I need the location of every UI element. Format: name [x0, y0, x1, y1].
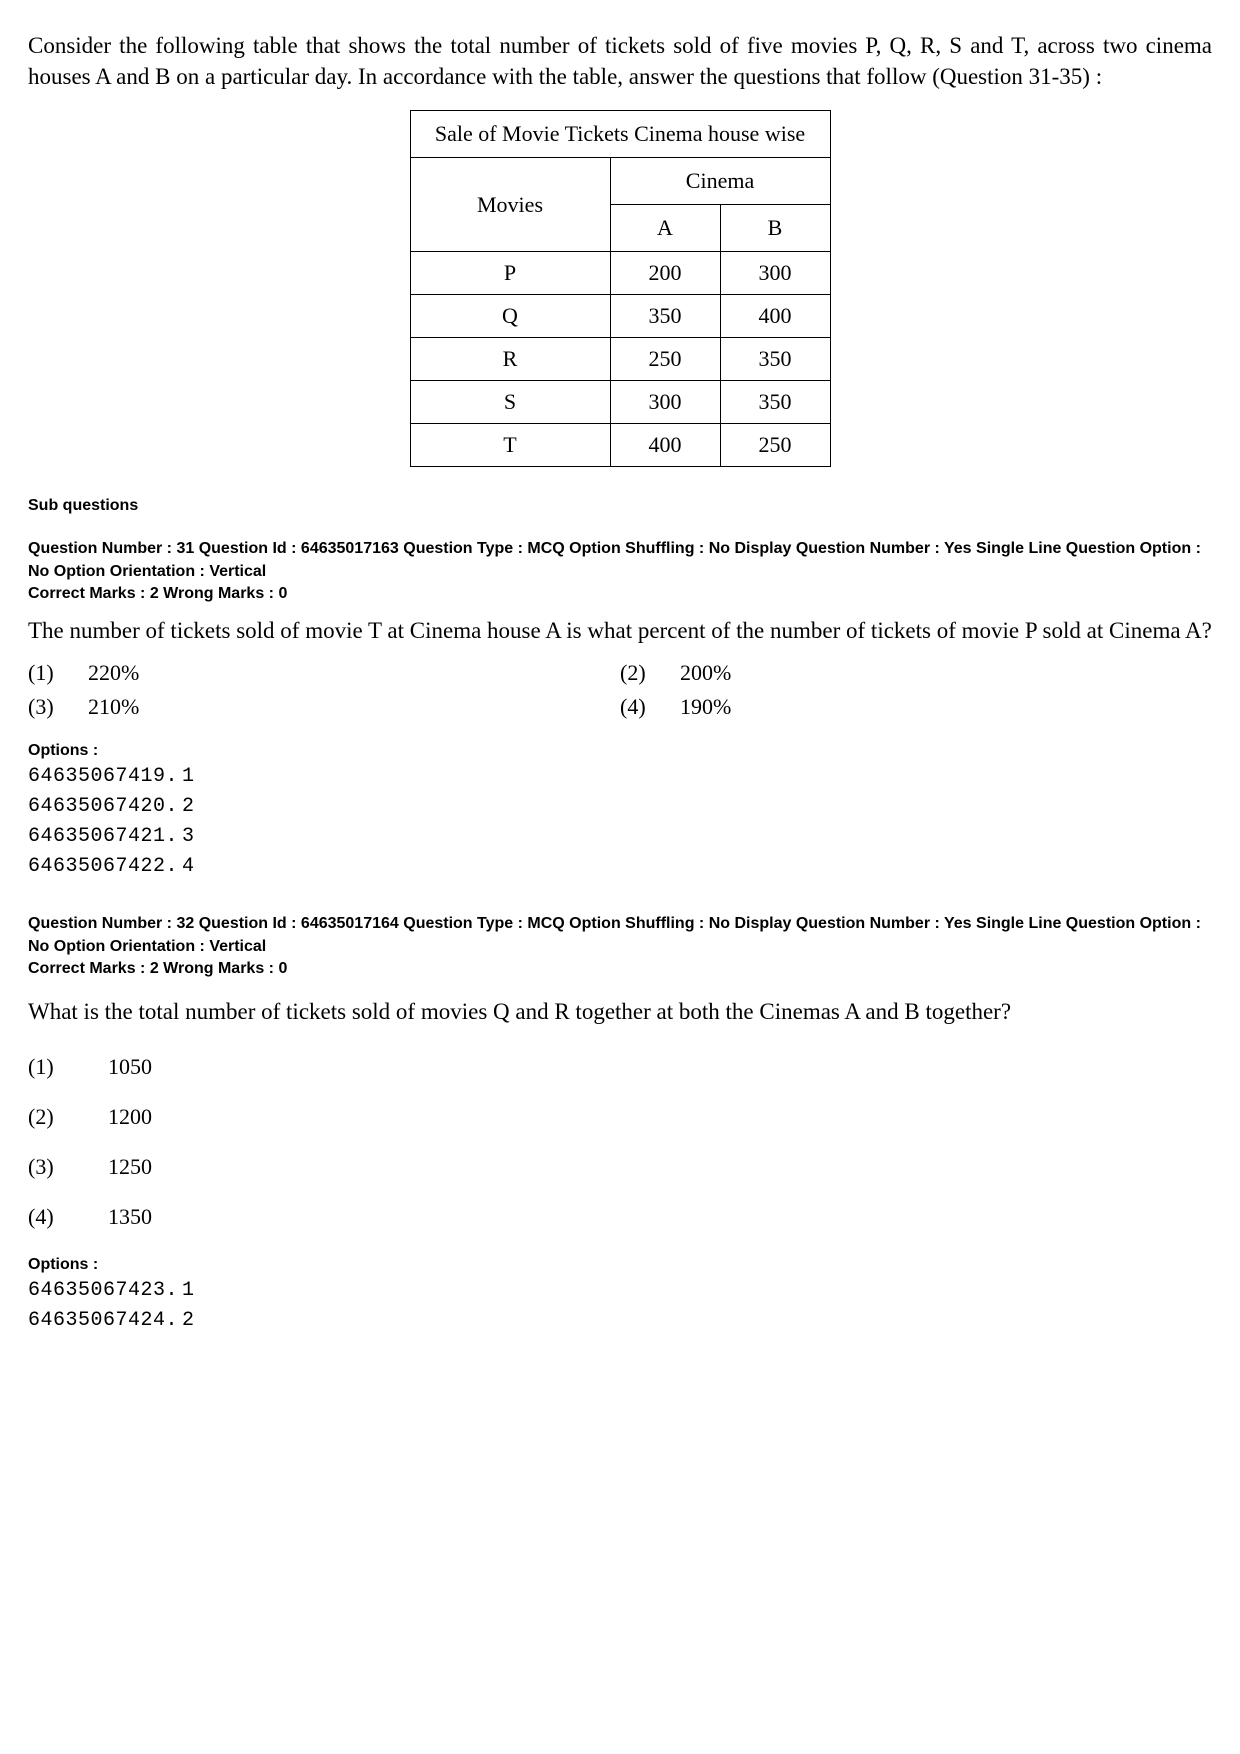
- table-row-header: Movies: [410, 158, 610, 252]
- cell-movie: R: [410, 338, 610, 381]
- table-group-header: Cinema: [610, 158, 830, 205]
- question-meta: Question Number : 31 Question Id : 64635…: [28, 537, 1212, 583]
- cell-a: 200: [610, 252, 720, 295]
- option-id-row: 64635067420. 2: [28, 792, 1212, 822]
- question-meta: Question Number : 32 Question Id : 64635…: [28, 912, 1212, 958]
- option-id-row: 64635067419. 1: [28, 762, 1212, 792]
- table-row: P 200 300: [410, 252, 830, 295]
- question-block-32: Question Number : 32 Question Id : 64635…: [28, 912, 1212, 1336]
- option-seq: 1: [182, 762, 194, 792]
- question-marks: Correct Marks : 2 Wrong Marks : 0: [28, 585, 1212, 603]
- option-number: (2): [620, 660, 680, 686]
- option-value: 1200: [108, 1104, 152, 1130]
- cell-a: 250: [610, 338, 720, 381]
- option-number: (3): [28, 1154, 108, 1180]
- option-value: 1250: [108, 1154, 152, 1180]
- question-text: The number of tickets sold of movie T at…: [28, 615, 1212, 647]
- option-4: (4) 1350: [28, 1192, 1212, 1242]
- table-title: Sale of Movie Tickets Cinema house wise: [410, 111, 830, 158]
- option-3: (3) 1250: [28, 1142, 1212, 1192]
- cell-a: 400: [610, 424, 720, 467]
- option-1: (1) 220%: [28, 656, 620, 690]
- option-id: 64635067420.: [28, 792, 178, 822]
- table-col-b: B: [720, 205, 830, 252]
- option-3: (3) 210%: [28, 690, 620, 724]
- cell-movie: P: [410, 252, 610, 295]
- option-4: (4) 190%: [620, 690, 1212, 724]
- option-id-list: 64635067423. 1 64635067424. 2: [28, 1276, 1212, 1336]
- sub-questions-label: Sub questions: [28, 497, 1212, 515]
- options-heading: Options :: [28, 1256, 1212, 1274]
- option-seq: 4: [182, 852, 194, 882]
- option-id-row: 64635067422. 4: [28, 852, 1212, 882]
- table-row: T 400 250: [410, 424, 830, 467]
- cell-b: 250: [720, 424, 830, 467]
- cell-b: 300: [720, 252, 830, 295]
- option-value: 220%: [88, 660, 139, 686]
- option-id: 64635067424.: [28, 1306, 178, 1336]
- cell-movie: S: [410, 381, 610, 424]
- option-number: (1): [28, 1054, 108, 1080]
- options-heading: Options :: [28, 742, 1212, 760]
- option-id-list: 64635067419. 1 64635067420. 2 6463506742…: [28, 762, 1212, 882]
- option-value: 200%: [680, 660, 731, 686]
- cell-a: 350: [610, 295, 720, 338]
- table-row: Q 350 400: [410, 295, 830, 338]
- option-1: (1) 1050: [28, 1042, 1212, 1092]
- option-value: 1050: [108, 1054, 152, 1080]
- option-id-row: 64635067424. 2: [28, 1306, 1212, 1336]
- answer-options: (1) 1050 (2) 1200 (3) 1250 (4) 1350: [28, 1042, 1212, 1242]
- option-number: (3): [28, 694, 88, 720]
- option-id: 64635067421.: [28, 822, 178, 852]
- question-marks: Correct Marks : 2 Wrong Marks : 0: [28, 960, 1212, 978]
- option-id-row: 64635067421. 3: [28, 822, 1212, 852]
- option-seq: 3: [182, 822, 194, 852]
- table-col-a: A: [610, 205, 720, 252]
- option-number: (4): [620, 694, 680, 720]
- answer-options: (1) 220% (2) 200% (3) 210% (4) 190%: [28, 656, 1212, 724]
- option-id: 64635067419.: [28, 762, 178, 792]
- cell-movie: T: [410, 424, 610, 467]
- option-seq: 2: [182, 792, 194, 822]
- option-value: 1350: [108, 1204, 152, 1230]
- option-value: 210%: [88, 694, 139, 720]
- cell-a: 300: [610, 381, 720, 424]
- table-row: R 250 350: [410, 338, 830, 381]
- tickets-table: Sale of Movie Tickets Cinema house wise …: [410, 110, 831, 467]
- option-id-row: 64635067423. 1: [28, 1276, 1212, 1306]
- option-value: 190%: [680, 694, 731, 720]
- cell-movie: Q: [410, 295, 610, 338]
- option-2: (2) 200%: [620, 656, 1212, 690]
- question-block-31: Question Number : 31 Question Id : 64635…: [28, 537, 1212, 882]
- option-2: (2) 1200: [28, 1092, 1212, 1142]
- option-id: 64635067423.: [28, 1276, 178, 1306]
- option-id: 64635067422.: [28, 852, 178, 882]
- cell-b: 400: [720, 295, 830, 338]
- cell-b: 350: [720, 338, 830, 381]
- option-seq: 2: [182, 1306, 194, 1336]
- option-number: (1): [28, 660, 88, 686]
- cell-b: 350: [720, 381, 830, 424]
- option-number: (2): [28, 1104, 108, 1130]
- passage-intro: Consider the following table that shows …: [28, 30, 1212, 92]
- option-number: (4): [28, 1204, 108, 1230]
- option-seq: 1: [182, 1276, 194, 1306]
- question-text: What is the total number of tickets sold…: [28, 990, 1212, 1034]
- table-row: S 300 350: [410, 381, 830, 424]
